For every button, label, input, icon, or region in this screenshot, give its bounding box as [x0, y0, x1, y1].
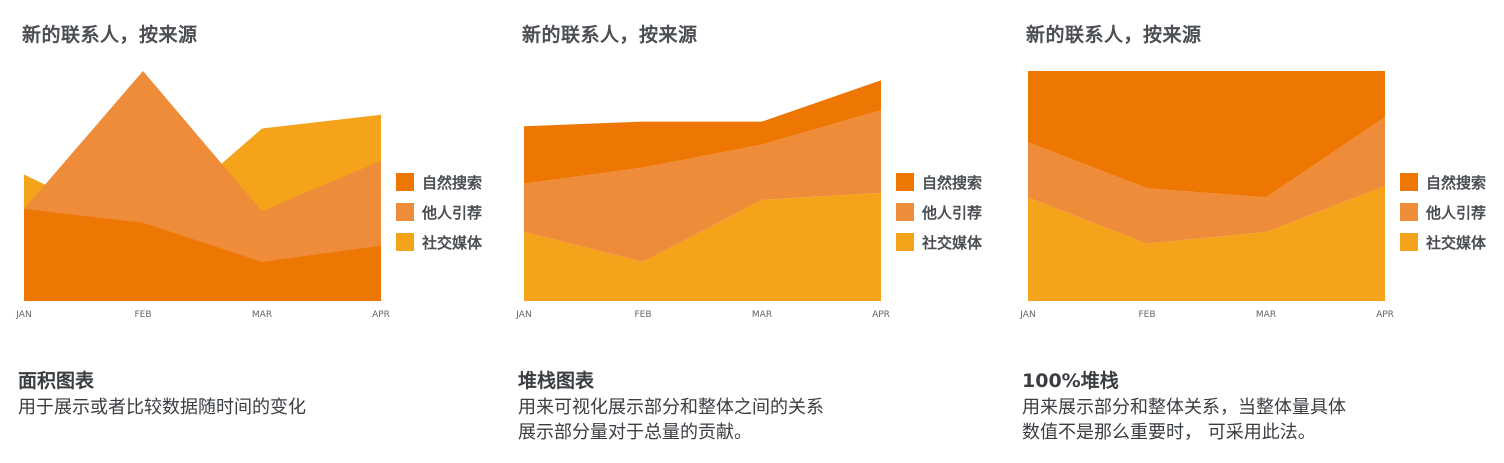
area-series-他人引荐 [1028, 117, 1385, 244]
stacked-area-chart: JAN FEB MAR APR [515, 80, 890, 320]
area-series-他人引荐 [524, 110, 881, 262]
caption-line: 展示部分量对于总量的贡献。 [518, 422, 752, 443]
legend-label: 自然搜索 [922, 173, 983, 192]
caption-line: 用来可视化展示部分和整体之间的关系 [518, 397, 824, 418]
caption: 堆栈图表 用来可视化展示部分和整体之间的关系 展示部分量对于总量的贡献。 [518, 366, 824, 445]
x-tick-label: MAR [252, 310, 272, 320]
x-tick-label: JAN [15, 310, 31, 320]
legend-label: 他人引荐 [922, 203, 983, 222]
legend-label: 社交媒体 [922, 233, 983, 252]
caption-line: 用于展示或者比较数据随时间的变化 [18, 397, 306, 418]
x-tick-label: JAN [515, 310, 531, 320]
legend-item-social: 社交媒体 [396, 227, 482, 257]
caption-title: 面积图表 [18, 370, 95, 392]
legend-label: 他人引荐 [422, 203, 483, 222]
caption-title: 堆栈图表 [518, 370, 595, 392]
x-tick-label: FEB [134, 310, 151, 320]
legend-swatch [1400, 233, 1418, 251]
legend-item-social: 社交媒体 [1400, 227, 1486, 257]
chart-title: 新的联系人，按来源 [522, 24, 698, 46]
legend-item-organic-search: 自然搜索 [396, 167, 482, 197]
chart-title: 新的联系人，按来源 [22, 24, 198, 46]
caption-line: 用来展示部分和整体关系，当整体量具体 [1022, 397, 1346, 418]
x-tick-label: MAR [752, 310, 772, 320]
area-series-社交媒体 [1028, 186, 1385, 301]
area-series-自然搜索 [1028, 71, 1385, 198]
legend-swatch [396, 173, 414, 191]
legend-swatch [1400, 203, 1418, 221]
legend: 自然搜索 他人引荐 社交媒体 [396, 167, 482, 257]
legend-swatch [896, 173, 914, 191]
x-tick-label: APR [1376, 310, 1394, 320]
chart-panel-percent: 新的联系人，按来源 JAN FEB MAR APR 自然搜索 他人引荐 社交媒体 10… [1004, 0, 1504, 463]
legend-swatch [396, 233, 414, 251]
legend-item-referral: 他人引荐 [396, 197, 482, 227]
legend-swatch [1400, 173, 1418, 191]
area-series-自然搜索 [524, 80, 881, 184]
caption: 100%堆栈 用来展示部分和整体关系，当整体量具体 数值不是那么重要时， 可采用… [1022, 366, 1346, 445]
legend-label: 自然搜索 [422, 173, 483, 192]
caption-title: 100%堆栈 [1022, 370, 1119, 392]
legend-label: 自然搜索 [1426, 173, 1487, 192]
x-tick-label: APR [372, 310, 390, 320]
chart-panel-stacked: 新的联系人，按来源 JAN FEB MAR APR 自然搜索 他人引荐 社交媒体 堆栈… [500, 0, 1000, 463]
x-tick-label: FEB [634, 310, 651, 320]
legend-swatch [896, 203, 914, 221]
percent-stacked-area-chart: JAN FEB MAR APR [1019, 71, 1394, 320]
legend-item-referral: 他人引荐 [896, 197, 982, 227]
legend-label: 社交媒体 [1426, 233, 1487, 252]
x-tick-label: APR [872, 310, 890, 320]
x-tick-label: MAR [1256, 310, 1276, 320]
legend-label: 社交媒体 [422, 233, 483, 252]
legend-label: 他人引荐 [1426, 203, 1487, 222]
chart-title: 新的联系人，按来源 [1026, 24, 1202, 46]
legend-item-referral: 他人引荐 [1400, 197, 1486, 227]
area-chart: JAN FEB MAR APR [15, 71, 390, 320]
area-series-自然搜索 [24, 209, 381, 301]
area-series-社交媒体 [524, 192, 881, 301]
chart-panel-area: 新的联系人，按来源 JAN FEB MAR APR 自然搜索 他人引荐 社交媒体 面积… [0, 0, 500, 463]
x-tick-label: FEB [1138, 310, 1155, 320]
legend-item-social: 社交媒体 [896, 227, 982, 257]
legend: 自然搜索 他人引荐 社交媒体 [896, 167, 982, 257]
legend-swatch [896, 233, 914, 251]
caption-line: 数值不是那么重要时， 可采用此法。 [1022, 422, 1316, 443]
legend-item-organic-search: 自然搜索 [1400, 167, 1486, 197]
caption: 面积图表 用于展示或者比较数据随时间的变化 [18, 366, 306, 420]
legend-item-organic-search: 自然搜索 [896, 167, 982, 197]
legend-swatch [396, 203, 414, 221]
x-tick-label: JAN [1019, 310, 1035, 320]
legend: 自然搜索 他人引荐 社交媒体 [1400, 167, 1486, 257]
